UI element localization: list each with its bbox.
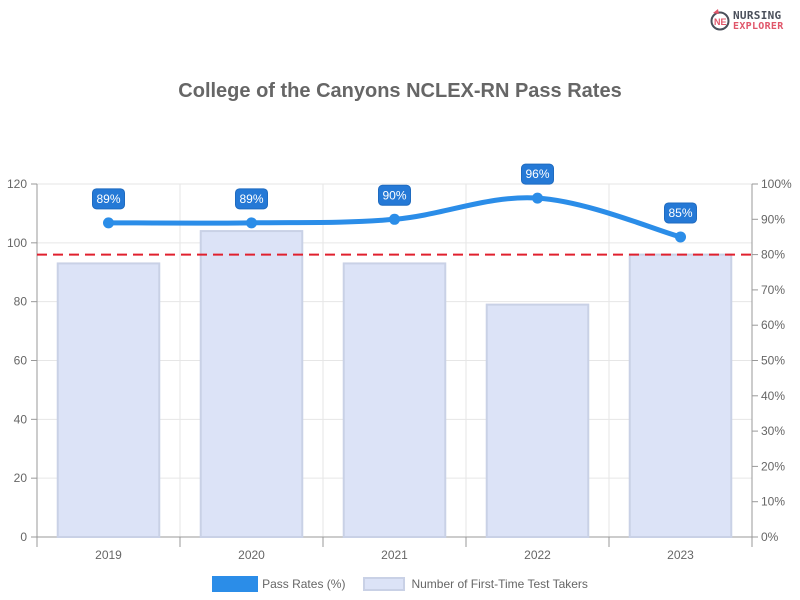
y-right-tick: 40%: [761, 389, 785, 403]
line-point[interactable]: [532, 192, 543, 204]
line-point[interactable]: [103, 217, 114, 229]
legend: Pass Rates (%) Number of First-Time Test…: [0, 576, 800, 592]
y-left-tick: 120: [7, 177, 27, 191]
y-left-tick: 100: [7, 236, 27, 250]
bar[interactable]: [56, 262, 161, 538]
y-left-tick: 80: [14, 295, 28, 309]
line-point[interactable]: [675, 231, 686, 243]
y-right-tick: 70%: [761, 283, 785, 297]
x-tick: 2021: [381, 548, 408, 562]
y-left-tick: 60: [14, 354, 28, 368]
data-label-text: 89%: [239, 192, 263, 206]
y-right-tick: 90%: [761, 212, 785, 226]
line-point[interactable]: [246, 217, 257, 229]
legend-item-pass-rates[interactable]: Pass Rates (%): [212, 576, 345, 592]
y-right-tick: 20%: [761, 459, 785, 473]
y-right-tick: 10%: [761, 495, 785, 509]
data-label-text: 90%: [382, 188, 406, 202]
x-tick: 2019: [95, 548, 122, 562]
logo-line1: NURSING: [733, 9, 782, 22]
y-left-tick: 0: [20, 530, 27, 544]
data-label-badge: [378, 184, 411, 206]
data-label-text: 89%: [96, 192, 120, 206]
y-left-tick: 40: [14, 412, 28, 426]
x-tick: 2020: [238, 548, 265, 562]
y-left-tick: 20: [14, 471, 28, 485]
y-right-tick: 100%: [761, 177, 792, 191]
bar[interactable]: [342, 262, 447, 538]
bar[interactable]: [199, 230, 304, 538]
x-tick: 2023: [667, 548, 694, 562]
legend-label-test-takers: Number of First-Time Test Takers: [411, 577, 588, 591]
data-label-badge: [92, 188, 125, 210]
svg-text:NE: NE: [714, 17, 727, 27]
line-point[interactable]: [389, 213, 400, 225]
data-label-badge: [235, 188, 268, 210]
y-right-tick: 30%: [761, 424, 785, 438]
legend-item-test-takers[interactable]: Number of First-Time Test Takers: [353, 577, 588, 591]
data-label-text: 96%: [525, 167, 549, 181]
axes: 0 20 40 60 80 100 120 0% 10% 20% 30% 40% 50% 60% 70% 80…: [7, 177, 792, 562]
legend-label-pass-rates: Pass Rates (%): [262, 577, 346, 591]
data-labels: 89% 89% 90% 96% 85%: [92, 163, 697, 224]
y-right-tick: 60%: [761, 318, 785, 332]
x-tick: 2022: [524, 548, 551, 562]
nursing-explorer-logo: NE NURSING EXPLORER: [710, 8, 795, 36]
data-label-badge: [521, 163, 554, 185]
bar[interactable]: [628, 253, 733, 538]
logo-icon: NE: [710, 9, 730, 31]
y-right-tick: 0%: [761, 530, 779, 544]
bar[interactable]: [485, 303, 590, 538]
y-right-tick: 80%: [761, 248, 785, 262]
y-right-tick: 50%: [761, 354, 785, 368]
data-label-text: 85%: [668, 206, 692, 220]
chart-title: College of the Canyons NCLEX-RN Pass Rat…: [178, 80, 622, 102]
line-series: [103, 192, 686, 243]
data-label-badge: [664, 202, 697, 224]
bar-series: [56, 230, 733, 538]
logo-line2: EXPLORER: [733, 21, 784, 32]
line-swatch-icon: [212, 576, 259, 592]
bar-swatch-icon: [363, 577, 406, 591]
